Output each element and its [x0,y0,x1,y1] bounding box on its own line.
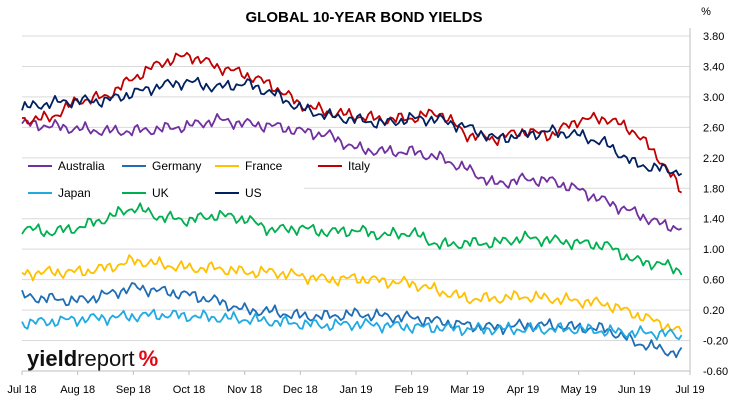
x-tick-label: Aug 18 [60,384,95,396]
legend-bg [116,160,211,175]
x-tick-label: Oct 18 [173,384,205,396]
series-line-japan [21,308,683,341]
x-tick-label: Jun 19 [618,384,651,396]
unit-label: % [701,6,711,18]
x-tick-label: Mar 19 [450,384,484,396]
x-tick-label: Nov 18 [227,384,262,396]
y-tick-label: 2.60 [703,122,724,134]
logo-text-report: report [77,346,134,371]
series-lines [21,51,683,359]
y-axis: 3.80 3.40 3.00 2.60 2.20 1.80 1.40 1.00 0.60 0.20… [703,31,728,378]
legend-label: Australia [58,159,105,173]
x-tick-label: May 19 [561,384,597,396]
y-tick-label: 3.00 [703,92,724,104]
x-tick-label: Apr 19 [507,384,539,396]
y-tick-label: 1.80 [703,183,724,195]
x-tick-label: Jul 18 [7,384,36,396]
series-line-italy [21,51,683,194]
y-tick-label: 0.60 [703,275,724,287]
legend-label: France [245,159,283,173]
x-tick-label: Jan 19 [339,384,372,396]
svg-text:yieldreport%: yieldreport% [27,346,158,371]
legend-label: UK [152,186,169,200]
series-line-france [21,254,683,333]
logo-text-percent: % [139,346,159,371]
legend-label: US [245,186,262,200]
y-tick-label: -0.20 [703,336,728,348]
x-tick-label: Sep 18 [116,384,151,396]
legend-label: Japan [58,186,91,200]
logo-text-yield: yield [27,346,77,371]
x-tick-label: Dec 18 [283,384,318,396]
legend-label: Germany [152,159,201,173]
y-tick-label: 1.00 [703,244,724,256]
y-tick-label: 3.40 [703,61,724,73]
x-tick-label: Jul 19 [675,384,704,396]
legend-bg [116,187,211,202]
series-line-us [21,76,683,177]
legend-bg [312,160,407,175]
y-tick-label: 2.20 [703,153,724,165]
series-line-australia [21,113,682,232]
y-tick-label: 0.20 [703,305,724,317]
y-tick-label: -0.60 [703,366,728,378]
y-tick-label: 3.80 [703,31,724,43]
y-tick-label: 1.40 [703,214,724,226]
legend-bg [22,160,117,175]
yieldreport-logo: yieldreport% [27,346,158,371]
series-line-uk [21,202,683,276]
chart-title: GLOBAL 10-YEAR BOND YIELDS [246,9,483,26]
legend: Australia Germany France Italy Japan UK US [22,159,407,202]
series-line-germany [21,282,683,359]
legend-label: Italy [348,159,370,173]
x-axis: Jul 18 Aug 18 Sep 18 Oct 18 Nov 18 Dec 18 Jan … [7,371,705,396]
legend-bg [209,187,304,202]
legend-bg [22,187,117,202]
x-tick-label: Feb 19 [395,384,429,396]
legend-bg [209,160,304,175]
